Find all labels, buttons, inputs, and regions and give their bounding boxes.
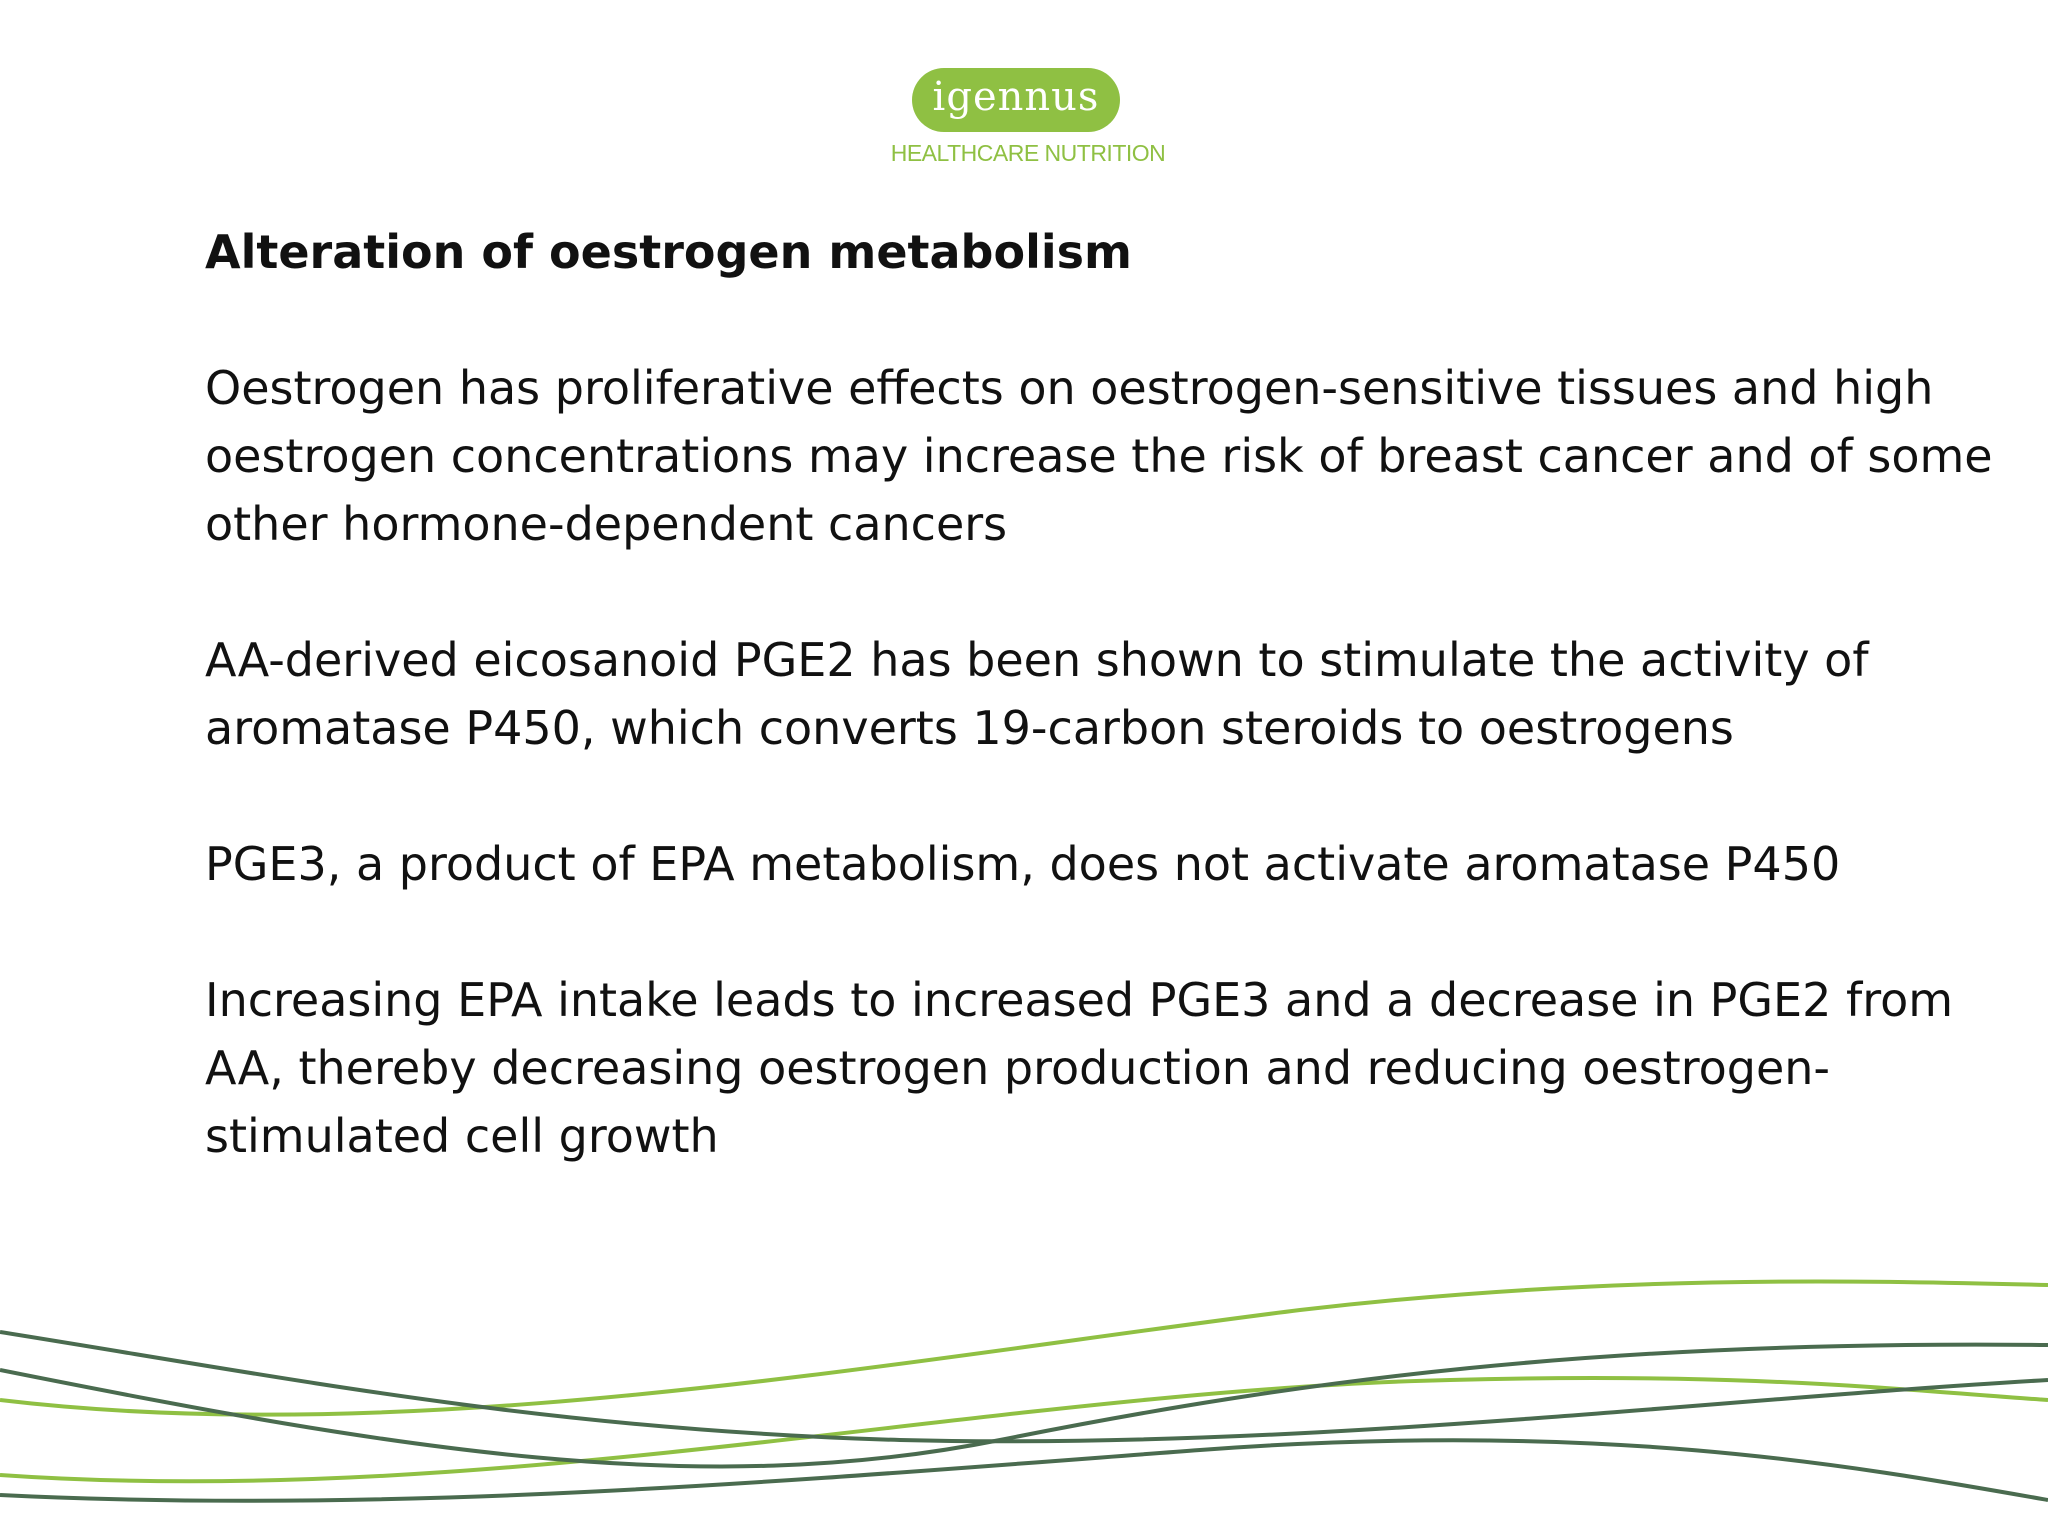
logo-pill: igennus [912,68,1120,132]
logo-wordmark: igennus [932,74,1100,120]
wave-line-green-2 [0,1376,2048,1484]
paragraph-oestrogen-risk: Oestrogen has proliferative effects on o… [205,361,1993,551]
wave-line-green-1 [0,1279,2048,1417]
slide-heading: Alteration of oestrogen metabolism [205,225,1132,279]
paragraph-pge3: PGE3, a product of EPA metabolism, does … [205,837,1841,891]
slide-body: Alteration of oestrogen metabolism Oestr… [205,218,1995,1170]
paragraph-epa-intake: Increasing EPA intake leads to increased… [205,973,1954,1163]
paragraph-pge2-aromatase: AA-derived eicosanoid PGE2 has been show… [205,633,1869,755]
decorative-waves [0,1279,2048,1503]
igennus-logo: igennus HEALTHCARE NUTRITION [868,62,1188,172]
wave-line-dark-1 [0,1330,2048,1444]
wave-line-dark-2 [0,1342,2048,1469]
logo-tagline: HEALTHCARE NUTRITION [890,140,1166,166]
wave-line-dark-3 [0,1438,2048,1503]
